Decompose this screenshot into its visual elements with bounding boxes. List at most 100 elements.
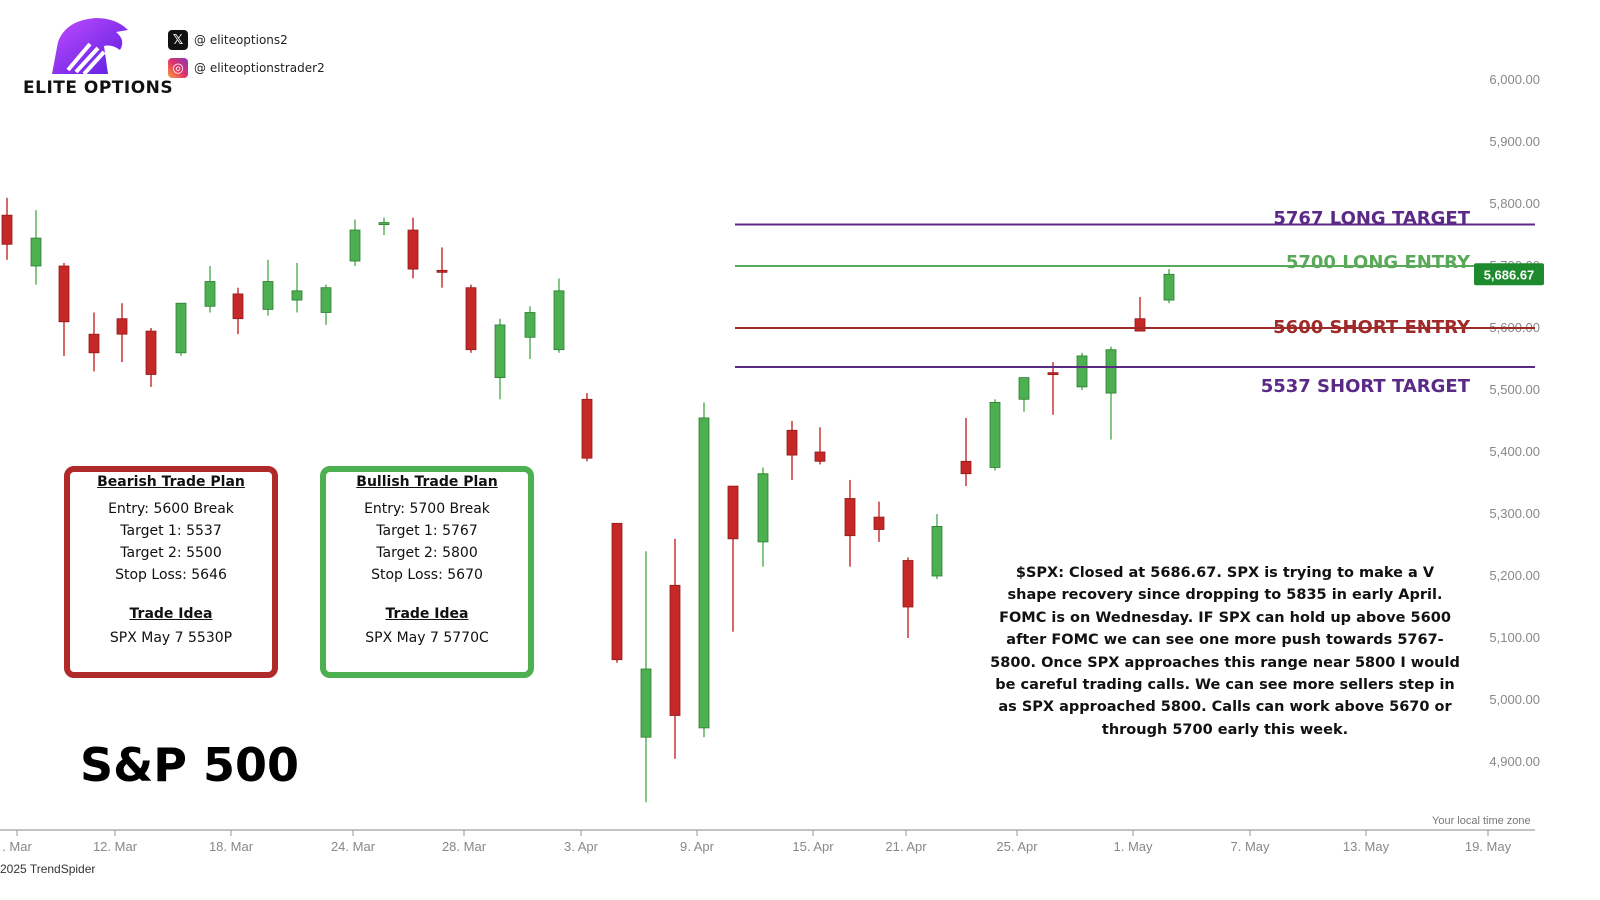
- x-tick-label: 24. Mar: [331, 839, 376, 854]
- candle-body: [1, 214, 13, 245]
- candle: [407, 217, 419, 279]
- y-tick-label: 5,500.00: [1489, 382, 1540, 397]
- candle: [669, 538, 681, 759]
- brand-logo: [20, 14, 160, 104]
- candle: [204, 266, 216, 313]
- x-tick-label: 12. Mar: [93, 839, 138, 854]
- x-tick-label: 19. May: [1465, 839, 1512, 854]
- candle-body: [436, 269, 448, 273]
- candle: [1018, 377, 1030, 412]
- market-commentary: $SPX: Closed at 5686.67. SPX is trying t…: [990, 565, 1460, 738]
- candle: [1134, 297, 1146, 332]
- candle-body: [378, 222, 390, 226]
- copyright-text: 2025 TrendSpider: [0, 862, 96, 876]
- level-label: 5600 SHORT ENTRY: [1273, 317, 1471, 338]
- candle-body: [145, 330, 157, 375]
- bearish-trade-plan-box: Bearish Trade Plan Entry: 5600 Break Tar…: [64, 466, 278, 678]
- bullish-entry: Entry: 5700 Break: [364, 501, 490, 517]
- x-tick-label: 15. Apr: [792, 839, 834, 854]
- brand-name: ELITE OPTIONS: [23, 78, 174, 98]
- instagram-handle-row[interactable]: ◎ @ eliteoptionstrader2: [168, 58, 325, 78]
- twitter-handle-row[interactable]: 𝕏 @ eliteoptions2: [168, 30, 288, 50]
- candle: [1163, 269, 1175, 304]
- candle: [524, 306, 536, 359]
- bullish-trade-plan-box: Bullish Trade Plan Entry: 5700 Break Tar…: [320, 466, 534, 678]
- x-tick-label: 28. Mar: [442, 839, 487, 854]
- candle-body: [814, 451, 826, 462]
- candle-body: [88, 333, 100, 354]
- candle: [378, 217, 390, 235]
- candle-body: [902, 560, 914, 608]
- candle: [30, 210, 42, 285]
- x-tick-label: 21. Apr: [885, 839, 927, 854]
- candle: [931, 514, 943, 580]
- candle: [989, 399, 1001, 471]
- candle-body: [640, 668, 652, 738]
- candle-body: [757, 473, 769, 543]
- candle: [88, 312, 100, 372]
- candle-body: [407, 229, 419, 270]
- candle: [640, 551, 652, 803]
- chart-title: S&P 500: [80, 738, 299, 792]
- x-tick-label: 25. Apr: [996, 839, 1038, 854]
- candle: [1076, 352, 1088, 390]
- y-tick-label: 5,000.00: [1489, 692, 1540, 707]
- candle-body: [553, 290, 565, 351]
- candle-body: [1163, 273, 1175, 301]
- candle-body: [698, 417, 710, 729]
- candle: [1105, 346, 1117, 440]
- instagram-handle: @ eliteoptionstrader2: [194, 61, 325, 75]
- candle: [494, 318, 506, 400]
- candle: [611, 522, 623, 663]
- candle: [262, 259, 274, 316]
- level-label: 5700 LONG ENTRY: [1286, 252, 1471, 273]
- candle-body: [291, 290, 303, 301]
- candle: [902, 557, 914, 638]
- bullish-target-1: Target 1: 5767: [376, 523, 478, 539]
- candle-body: [727, 485, 739, 540]
- candle: [1047, 362, 1059, 415]
- y-tick-label: 5,800.00: [1489, 196, 1540, 211]
- bullish-stop-loss: Stop Loss: 5670: [371, 567, 483, 583]
- candle-body: [960, 460, 972, 475]
- last-price-tag: [1474, 263, 1544, 286]
- candle-body: [1076, 355, 1088, 388]
- level-label: 5767 LONG TARGET: [1273, 208, 1470, 229]
- candle-body: [1047, 372, 1059, 376]
- candle: [1, 197, 13, 260]
- candle: [320, 284, 332, 325]
- y-tick-label: 5,100.00: [1489, 630, 1540, 645]
- candle: [698, 402, 710, 738]
- candle-body: [611, 522, 623, 661]
- x-tick-label: 9. Apr: [680, 839, 715, 854]
- candle-body: [1105, 349, 1117, 394]
- x-tick-label: 7. May: [1230, 839, 1270, 854]
- x-tick-label: . Mar: [2, 839, 32, 854]
- bearish-plan-title: Bearish Trade Plan: [97, 474, 245, 490]
- y-tick-label: 5,200.00: [1489, 568, 1540, 583]
- y-tick-label: 5,300.00: [1489, 506, 1540, 521]
- bearish-target-2: Target 2: 5500: [120, 545, 222, 561]
- x-tick-label: 13. May: [1343, 839, 1390, 854]
- candle: [465, 284, 477, 353]
- candle-body: [349, 229, 361, 262]
- bullish-idea-title: Trade Idea: [385, 606, 469, 622]
- candle-body: [494, 324, 506, 378]
- candle: [58, 262, 70, 356]
- candle-body: [873, 516, 885, 530]
- candle: [844, 479, 856, 567]
- x-tick-label: 3. Apr: [564, 839, 599, 854]
- twitter-handle: @ eliteoptions2: [194, 33, 288, 47]
- candle-body: [320, 287, 332, 313]
- timezone-note: Your local time zone: [1432, 815, 1531, 827]
- y-tick-label: 6,000.00: [1489, 72, 1540, 87]
- candle-body: [844, 498, 856, 537]
- y-tick-label: 5,400.00: [1489, 444, 1540, 459]
- candle: [291, 262, 303, 313]
- candle: [960, 417, 972, 487]
- candle: [873, 501, 885, 542]
- bullish-plan-title: Bullish Trade Plan: [356, 474, 498, 490]
- candle-body: [232, 293, 244, 320]
- bearish-stop-loss: Stop Loss: 5646: [115, 567, 227, 583]
- eagle-logo-icon: [52, 18, 128, 76]
